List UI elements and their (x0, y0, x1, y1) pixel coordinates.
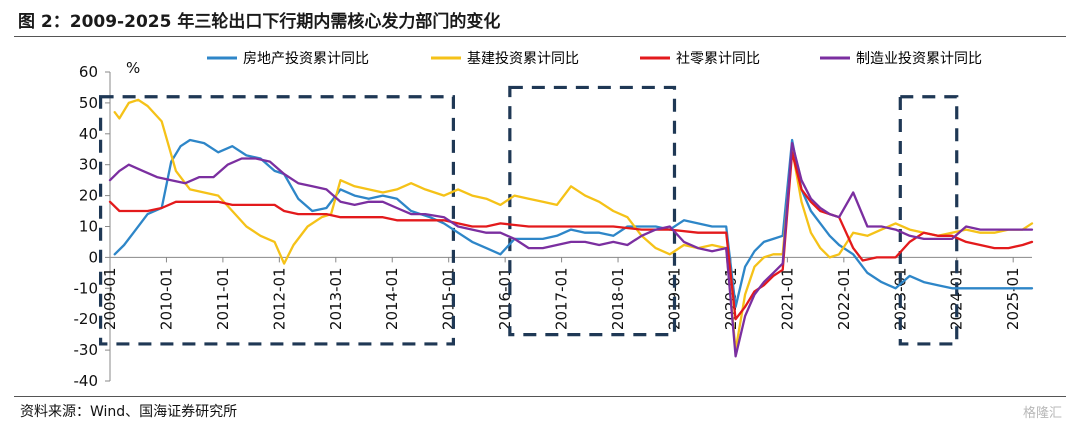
x-tick-label: 2013-01 (327, 267, 345, 330)
x-tick-label: 2010-01 (157, 267, 175, 330)
x-tick-label: 2025-01 (1004, 267, 1022, 330)
x-tick-label: 2016-01 (496, 267, 514, 330)
legend: 房地产投资累计同比 基建投资累计同比 社零累计同比 制造业投资累计同比 (207, 50, 982, 67)
period-highlight-box (898, 95, 959, 346)
y-tick-label: 0 (88, 248, 98, 266)
x-tick-label: 2017-01 (553, 267, 571, 330)
y-tick-label: -30 (74, 341, 99, 359)
legend-label: 基建投资累计同比 (467, 50, 579, 67)
chart-title: 图 2：2009-2025 年三轮出口下行期内需核心发力部门的变化 (18, 12, 501, 32)
y-tick-label: 40 (79, 125, 98, 143)
y-axis-unit-label: % (126, 59, 140, 77)
legend-label: 制造业投资累计同比 (856, 51, 982, 67)
x-tick-label: 2022-01 (835, 267, 853, 330)
y-tick-label: 60 (79, 63, 98, 81)
period-highlight-box (508, 85, 677, 337)
series-line (113, 98, 1034, 352)
x-tick-label: 2012-01 (270, 267, 288, 330)
y-tick-label: 10 (79, 218, 98, 236)
highlight-boxes (98, 85, 959, 346)
series-line (108, 141, 1034, 358)
y-tick-label: -10 (74, 279, 99, 297)
x-tick-label: 2011-01 (214, 267, 232, 330)
period-highlight-box (98, 95, 455, 346)
y-axis: -40 -30 -20 -10 0 10 20 30 40 50 60 (74, 63, 111, 390)
y-tick-label: -40 (74, 372, 99, 390)
y-tick-label: 30 (79, 156, 98, 174)
watermark-logo: 格隆汇 (1022, 406, 1062, 421)
title-divider (14, 36, 1066, 37)
y-tick-label: 20 (79, 187, 98, 205)
y-tick-label: 50 (79, 94, 98, 112)
x-tick-label: 2009-01 (101, 267, 119, 330)
x-tick-label: 2018-01 (609, 267, 627, 330)
legend-label: 社零累计同比 (676, 51, 760, 67)
series-line (108, 151, 1034, 321)
legend-label: 房地产投资累计同比 (243, 51, 369, 67)
x-axis: 2009-01 2010-01 2011-01 2012-01 2013-01 2014-… (101, 256, 1032, 330)
y-tick-label: -20 (74, 310, 99, 328)
x-tick-label: 2014-01 (383, 267, 401, 330)
x-tick-label: 2024-01 (948, 267, 966, 330)
source-divider (14, 396, 1066, 397)
source-note: 资料来源：Wind、国海证券研究所 (20, 404, 238, 420)
series-lines (108, 98, 1034, 358)
x-tick-label: 2021-01 (778, 267, 796, 330)
